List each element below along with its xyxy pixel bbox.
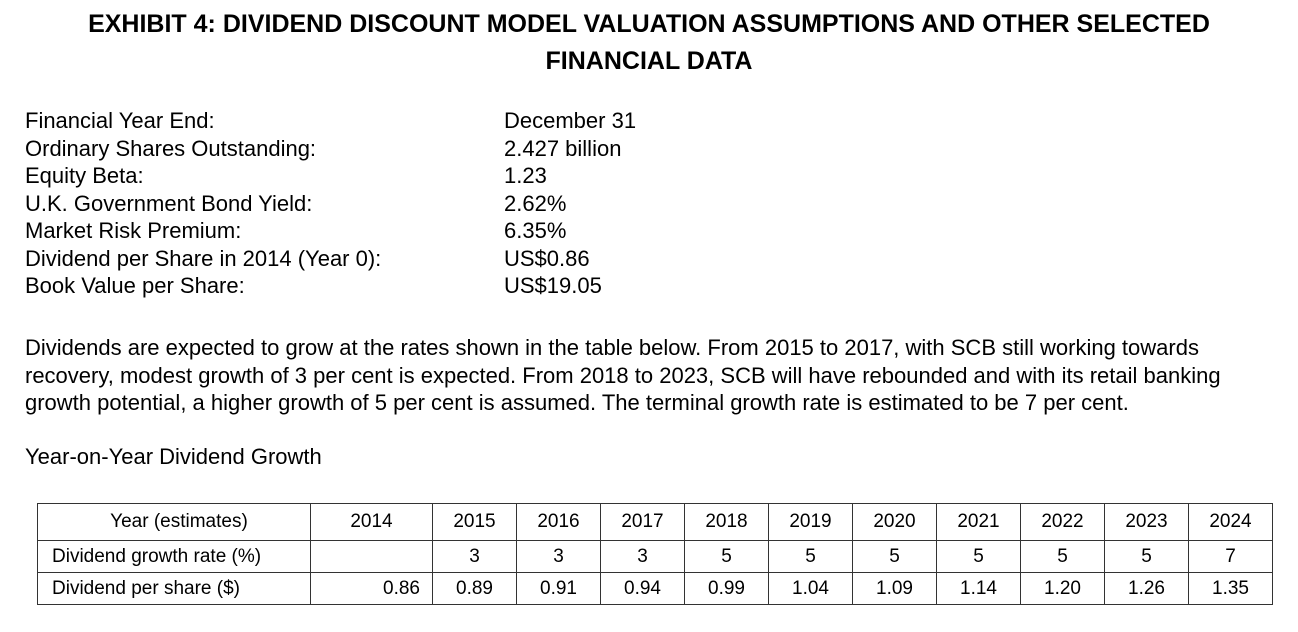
year-cell: 2016	[516, 503, 601, 541]
dividend-per-share-cell: 1.09	[852, 572, 937, 605]
growth-rate-cell: 5	[852, 540, 937, 573]
growth-rate-cell: 5	[768, 540, 853, 573]
assumption-row: Dividend per Share in 2014 (Year 0): US$…	[25, 245, 725, 273]
growth-rate-cell: 3	[600, 540, 685, 573]
exhibit-title-line-1: EXHIBIT 4: DIVIDEND DISCOUNT MODEL VALUA…	[88, 10, 1210, 38]
dividend-per-share-cell: 0.99	[684, 572, 769, 605]
table-row-dividend-per-share: Dividend per share ($) 0.86 0.89 0.91 0.…	[37, 572, 1273, 605]
assumption-label: Equity Beta:	[25, 163, 144, 188]
year-cell: 2014	[310, 503, 433, 541]
growth-rate-cell	[310, 540, 433, 573]
growth-rate-cell: 5	[1104, 540, 1189, 573]
assumption-row: U.K. Government Bond Yield: 2.62%	[25, 190, 725, 218]
table-row-growth-rate: Dividend growth rate (%) 3 3 3 5 5 5 5 5…	[37, 540, 1273, 573]
growth-rate-cell: 5	[1020, 540, 1105, 573]
year-cell: 2021	[936, 503, 1021, 541]
dividend-per-share-label: Dividend per share ($)	[37, 572, 311, 605]
exhibit-title: EXHIBIT 4: DIVIDEND DISCOUNT MODEL VALUA…	[0, 6, 1298, 80]
growth-rate-cell: 5	[684, 540, 769, 573]
growth-rate-cell: 3	[432, 540, 517, 573]
assumption-row: Book Value per Share: US$19.05	[25, 272, 725, 300]
dividend-per-share-cell: 0.86	[310, 572, 433, 605]
assumption-value: US$19.05	[504, 273, 602, 298]
dividend-growth-table: Year (estimates) 2014 2015 2016 2017 201…	[37, 503, 1273, 605]
growth-rate-cell: 5	[936, 540, 1021, 573]
assumption-value: 2.427 billion	[504, 135, 622, 161]
dividend-per-share-cell: 1.26	[1104, 572, 1189, 605]
growth-rate-cell: 7	[1188, 540, 1273, 573]
year-cell: 2018	[684, 503, 769, 541]
year-cell: 2019	[768, 503, 853, 541]
year-cell: 2023	[1104, 503, 1189, 541]
dividend-per-share-cell: 1.35	[1188, 572, 1273, 605]
dividend-per-share-cell: 0.94	[600, 572, 685, 605]
dividend-per-share-cell: 1.14	[936, 572, 1021, 605]
assumption-row: Equity Beta: 1.23	[25, 162, 725, 190]
dividend-per-share-cell: 1.04	[768, 572, 853, 605]
assumption-label: Dividend per Share in 2014 (Year 0):	[25, 245, 382, 271]
year-cell: 2015	[432, 503, 517, 541]
assumption-value: 6.35%	[504, 218, 567, 243]
assumption-row: Market Risk Premium: 6.35%	[25, 217, 725, 245]
assumption-label: Financial Year End:	[25, 108, 215, 133]
assumption-value: US$0.86	[504, 245, 590, 271]
assumption-label: Market Risk Premium:	[25, 218, 242, 243]
assumption-label: Ordinary Shares Outstanding:	[25, 135, 317, 161]
assumptions-list: Financial Year End: December 31 Ordinary…	[25, 107, 725, 300]
assumption-label: U.K. Government Bond Yield:	[25, 190, 313, 216]
year-cell: 2020	[852, 503, 937, 541]
assumption-row: Financial Year End: December 31	[25, 107, 725, 135]
assumption-value: December 31	[504, 108, 637, 133]
year-cell: 2017	[600, 503, 685, 541]
table-subheading: Year-on-Year Dividend Growth	[25, 444, 322, 469]
year-cell: 2024	[1188, 503, 1273, 541]
assumption-row: Ordinary Shares Outstanding: 2.427 billi…	[25, 135, 725, 163]
growth-description-paragraph: Dividends are expected to grow at the ra…	[25, 335, 1221, 415]
assumption-value: 1.23	[504, 163, 547, 188]
assumption-label: Book Value per Share:	[25, 273, 245, 298]
dividend-per-share-cell: 1.20	[1020, 572, 1105, 605]
growth-rate-cell: 3	[516, 540, 601, 573]
year-header-label: Year (estimates)	[37, 503, 311, 541]
year-cell: 2022	[1020, 503, 1105, 541]
assumption-value: 2.62%	[504, 190, 567, 216]
table-header-row: Year (estimates) 2014 2015 2016 2017 201…	[37, 503, 1273, 541]
dividend-per-share-cell: 0.91	[516, 572, 601, 605]
dividend-per-share-cell: 0.89	[432, 572, 517, 605]
growth-rate-label: Dividend growth rate (%)	[37, 540, 311, 573]
exhibit-title-line-2: FINANCIAL DATA	[545, 47, 753, 75]
